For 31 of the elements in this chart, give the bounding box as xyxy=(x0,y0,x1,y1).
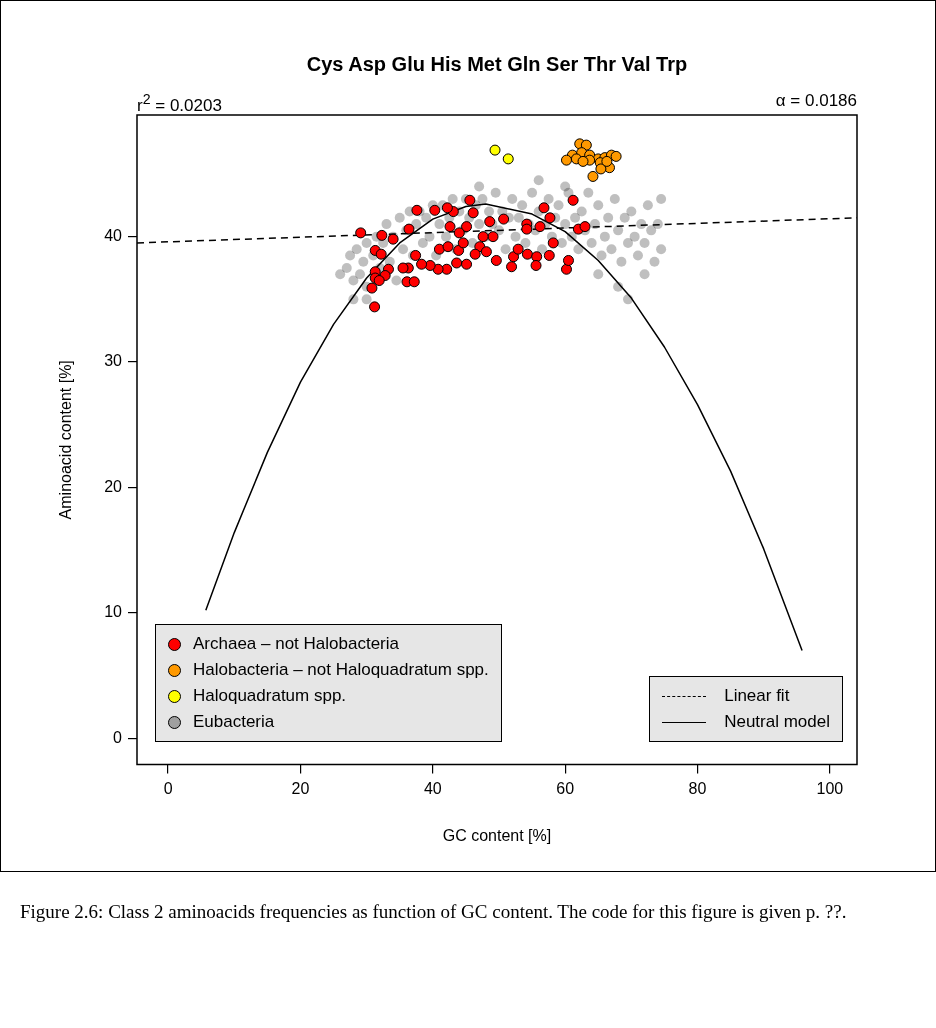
legend-label: Halobacteria – not Haloquadratum spp. xyxy=(192,658,489,681)
y-tick-label: 20 xyxy=(104,477,123,495)
legend-label: Eubacteria xyxy=(192,710,276,733)
point xyxy=(595,163,607,175)
point xyxy=(489,144,501,156)
y-tick-label: 10 xyxy=(104,603,123,621)
text: r$^{2}$ = 0.0203 xyxy=(136,91,222,116)
point xyxy=(577,155,589,167)
point xyxy=(502,153,514,165)
x-tick-label: 40 xyxy=(423,779,442,797)
legend-label: Archaea – not Halobacteria xyxy=(192,632,400,655)
x-tick-label: 100 xyxy=(816,779,844,797)
chart-title: Cys Asp Glu His Met Gln Ser Thr Val Trp xyxy=(305,53,689,76)
x-tick-label: 20 xyxy=(291,779,310,797)
legend-label: Haloquadratum spp. xyxy=(192,684,348,707)
point xyxy=(610,150,622,162)
y-tick-label: 30 xyxy=(104,352,123,370)
legend-label: Neutral model xyxy=(723,710,830,733)
text: α = 0.0186 xyxy=(775,91,857,111)
x-tick-label: 60 xyxy=(556,779,575,797)
point xyxy=(560,154,572,166)
caption: Figure 2.6: Class 2 aminoacids frequencies as function of GC content. The code for this figure is given p. ??. xyxy=(20,900,848,924)
legend-label: Linear fit xyxy=(723,684,791,707)
point xyxy=(587,170,599,182)
x-tick-label: 0 xyxy=(163,779,173,797)
y-axis-title: Aminoacid content [%] xyxy=(57,360,75,520)
y-tick-label: 0 xyxy=(113,728,123,746)
x-axis-title: GC content [%] xyxy=(442,826,552,844)
point xyxy=(580,139,592,151)
y-tick-label: 40 xyxy=(104,227,123,245)
x-tick-label: 80 xyxy=(688,779,707,797)
